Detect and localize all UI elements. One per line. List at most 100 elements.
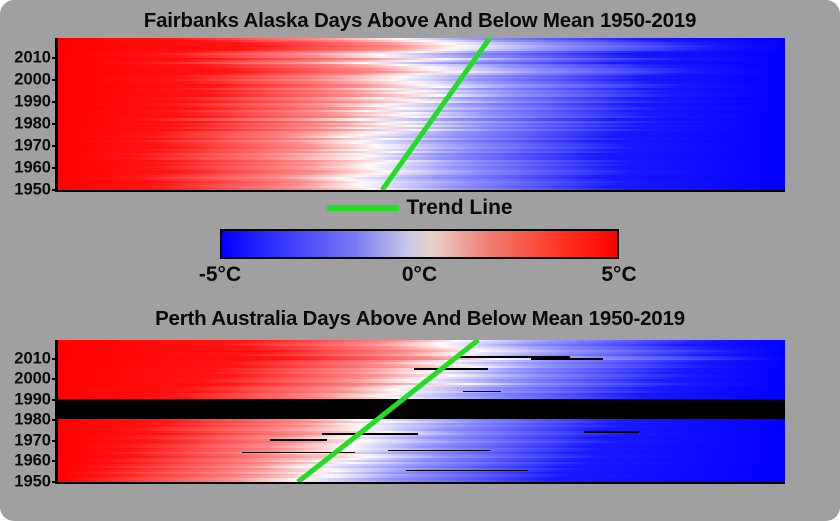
missing-day-segment [531,358,604,360]
stripe-row [58,467,785,471]
stripe-row [58,402,785,406]
perth-australia-ytick-label: 1990 [14,390,51,409]
stripe-row [58,340,785,343]
stripe-row [58,445,785,449]
stripe-row [58,431,785,434]
stripe-row [58,92,785,96]
stripe-row [58,163,785,167]
stripe-row [58,38,785,41]
fairbanks-alaska-ytick-label: 1960 [14,158,51,177]
stripe-row [58,348,785,351]
stripe-row [58,413,785,416]
stripe-row [58,118,785,122]
fairbanks-alaska-ytick-label: 1970 [14,136,51,155]
stripe-row [58,433,785,436]
fairbanks-alaska-ytick-label: 2000 [14,70,51,89]
stripe-row [58,479,785,482]
stripe-row [58,79,785,83]
stripe-row [58,342,785,345]
stripe-row [58,435,785,438]
stripe-row [58,346,785,349]
stripe-row [58,66,785,69]
stripe-row [58,404,785,408]
stripe-row [58,120,785,124]
fairbanks-alaska-ytick-label: 1990 [14,92,51,111]
stripe-row [58,415,785,418]
stripe-row [58,439,785,443]
perth-australia-ytick-label: 1960 [14,451,51,470]
stripe-row [58,473,785,477]
stripe-row [58,425,785,428]
stripe-row [58,392,785,396]
stripe-row [58,471,785,475]
stripe-row [58,463,785,467]
stripe-row [58,74,785,78]
colorbar-gradient [220,229,619,259]
missing-day-segment [270,439,327,441]
stripe-row [58,423,785,426]
stripe-row [58,183,785,187]
stripe-row [58,87,785,91]
stripe-row [58,114,785,117]
stripe-row [58,61,785,65]
stripe-row [58,109,785,113]
stripe-row [58,457,785,461]
stripe-row [58,51,785,54]
stripe-row [58,417,785,420]
fairbanks-alaska-ytick-label: 2010 [14,48,51,67]
trend-line-swatch [327,205,400,211]
stripe-row [58,48,785,52]
stripe-row [58,455,785,459]
stripe-row [58,83,785,87]
stripe-row [58,94,785,98]
stripe-row [58,364,785,367]
stripe-row [58,172,785,176]
stripe-row [58,408,785,412]
missing-day-segment [321,433,418,435]
stripe-row [58,477,785,481]
stripe-row [58,344,785,347]
perth-australia-ytick-label: 2010 [14,349,51,367]
stripe-row [58,153,785,156]
stripe-row [58,111,785,115]
stripe-row [58,376,785,380]
perth-australia-ytick-label: 2000 [14,369,51,388]
stripe-row [58,170,785,174]
stripe-row [58,181,785,185]
stripe-row [58,155,785,159]
legend-label: Trend Line [406,196,513,219]
stripe-row [58,390,785,394]
legend: Trend Line [0,196,840,220]
stripe-row [58,72,785,76]
stripe-row [58,453,785,457]
perth-y-axis-spine [55,340,58,484]
stripe-row [58,77,785,80]
stripe-row [58,140,785,143]
stripe-row [58,98,785,102]
missing-day-segment [454,356,570,358]
missing-day-segment [462,390,501,393]
missing-day-segment [413,368,489,370]
stripe-row [58,85,785,89]
stripe-row [58,386,785,390]
stripe-row [58,157,785,161]
stripe-row [58,122,785,126]
colorbar-tick-mid: 0°C [401,263,438,286]
stripe-row [58,105,785,109]
stripe-row [58,465,785,469]
stripe-row [58,179,785,182]
colorbar-tick-max: 5°C [601,263,637,286]
stripe-row [58,411,785,414]
stripe-row [58,421,785,424]
stripe-row [58,107,785,111]
stripe-row [58,96,785,100]
stripe-row [58,90,785,93]
stripe-row [58,103,785,106]
stripe-row [58,185,785,189]
stripe-row [58,70,785,74]
stripe-row [58,372,785,376]
stripe-row [58,159,785,163]
stripe-row [58,427,785,430]
stripe-row [58,360,785,363]
